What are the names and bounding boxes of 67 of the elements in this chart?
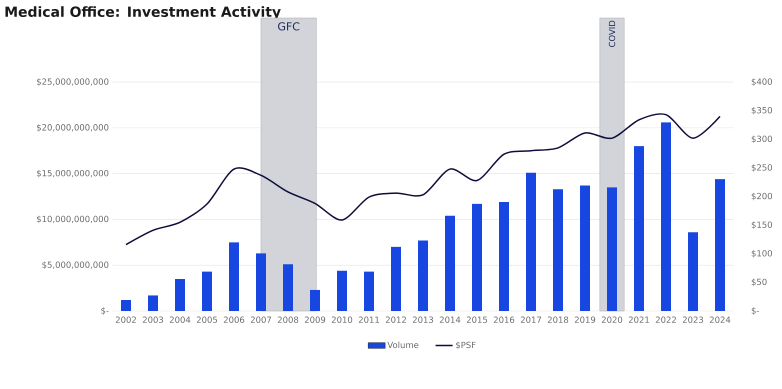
bar — [175, 278, 185, 311]
bar — [607, 187, 617, 311]
x-tick-label: 2018 — [548, 316, 568, 323]
bar — [202, 272, 212, 311]
legend-label: $PSF — [456, 342, 476, 350]
x-tick-label: 2008 — [278, 316, 298, 323]
bar — [634, 146, 644, 311]
bar — [391, 246, 401, 311]
bar — [310, 290, 320, 311]
x-tick-label: 2002 — [116, 316, 136, 323]
x-tick-label: 2023 — [682, 316, 704, 323]
x-tick-label: 2006 — [224, 316, 244, 323]
bar — [283, 264, 293, 311]
x-tick-label: 2010 — [332, 316, 352, 323]
band-label: GFC — [278, 22, 300, 30]
y2-tick-label: $300 — [752, 135, 772, 144]
band-label: COVID — [608, 20, 616, 47]
x-tick-label: 2013 — [412, 316, 434, 323]
bar — [337, 270, 347, 311]
bar — [472, 204, 482, 311]
x-tick-label: 2016 — [494, 316, 514, 323]
bar — [553, 189, 563, 311]
bar — [715, 179, 725, 311]
bar — [364, 272, 374, 311]
y-tick-label: $- — [101, 307, 109, 315]
y2-tick-label: $- — [752, 307, 760, 315]
x-tick-label: 2011 — [358, 316, 379, 323]
bar — [148, 295, 158, 311]
x-tick-label: 2007 — [250, 316, 272, 323]
bar — [418, 240, 428, 311]
x-tick-label: 2014 — [440, 316, 460, 323]
bar — [580, 186, 590, 311]
bar — [688, 232, 698, 311]
y2-tick-label: $350 — [752, 106, 772, 115]
y-tick-label: $25,000,000,000 — [36, 78, 108, 86]
x-tick-label: 2009 — [304, 316, 326, 323]
x-tick-label: 2012 — [386, 316, 406, 323]
x-tick-label: 2015 — [466, 316, 488, 323]
x-tick-label: 2020 — [602, 316, 622, 323]
bar — [121, 300, 131, 311]
bar — [661, 122, 671, 311]
y-tick-label: $10,000,000,000 — [36, 216, 108, 224]
bar — [256, 253, 266, 311]
x-tick-label: 2022 — [656, 316, 676, 323]
x-tick-label: 2021 — [628, 316, 649, 323]
x-tick-label: 2004 — [170, 316, 190, 323]
y-tick-label: $5,000,000,000 — [42, 261, 108, 270]
x-tick-label: 2005 — [196, 316, 218, 323]
y-tick-label: $15,000,000,000 — [36, 170, 108, 178]
bar — [229, 242, 239, 311]
bar — [526, 172, 536, 311]
legend-label: Volume — [387, 342, 418, 348]
bar — [445, 216, 455, 311]
x-tick-label: 2024 — [710, 316, 730, 323]
y2-tick-label: $200 — [752, 192, 772, 200]
y2-tick-label: $50 — [752, 278, 767, 286]
line-series — [125, 113, 721, 246]
y2-tick-label: $400 — [752, 78, 772, 86]
x-tick-label: 2017 — [520, 316, 542, 323]
y-tick-label: $20,000,000,000 — [36, 124, 108, 132]
y2-tick-label: $150 — [752, 221, 772, 229]
bar — [499, 202, 509, 311]
y2-tick-label: $250 — [752, 164, 772, 172]
x-tick-label: 2003 — [142, 316, 164, 323]
chart-title: Medical Office: Investment Activity — [5, 6, 281, 20]
y2-tick-label: $100 — [752, 250, 772, 258]
x-tick-label: 2019 — [574, 316, 596, 323]
